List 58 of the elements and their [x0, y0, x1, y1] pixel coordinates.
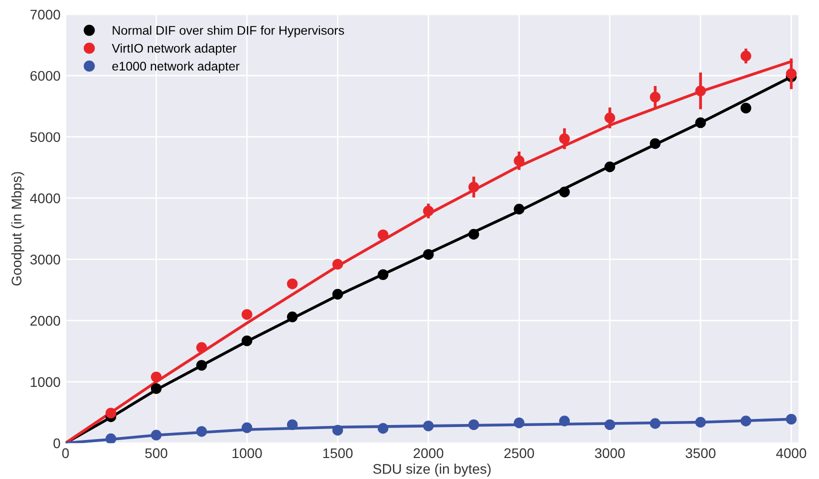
x-tick-label: 2000 [414, 448, 444, 458]
point [740, 416, 752, 426]
point [332, 288, 344, 300]
point [604, 162, 616, 172]
point [196, 360, 207, 371]
x-tick-label: 500 [145, 448, 168, 458]
point [559, 416, 570, 426]
x-tick-label: 0 [62, 448, 69, 458]
y-tick-label: 5000 [30, 132, 60, 142]
y-tick-label: 1000 [30, 377, 60, 387]
point [286, 419, 298, 430]
point [378, 423, 388, 434]
point [286, 278, 298, 290]
legend-label: VirtIO network adapter [112, 44, 236, 56]
legend-label: Normal DIF over shim DIF for Hypervisors [112, 26, 344, 38]
point [514, 204, 524, 214]
point [196, 426, 207, 437]
point [423, 249, 434, 260]
point [559, 186, 570, 198]
point [242, 309, 252, 320]
x-tick-label: 4000 [776, 448, 806, 458]
x-tick-label: 3000 [594, 448, 625, 458]
point [695, 416, 706, 428]
point [106, 408, 116, 418]
point [786, 414, 797, 425]
point [196, 342, 207, 353]
x-axis-title: SDU size (in bytes) [373, 464, 491, 477]
point [514, 418, 524, 428]
point [378, 269, 388, 280]
point [423, 420, 434, 432]
point [468, 419, 480, 430]
point [150, 430, 162, 440]
point [150, 372, 162, 382]
y-tick-label: 7000 [30, 10, 60, 20]
point [242, 335, 252, 346]
point [332, 258, 344, 270]
y-axis-title: Goodput (in Mbps) [11, 172, 24, 286]
point [332, 424, 344, 436]
point [242, 422, 252, 434]
x-tick-label: 2500 [504, 448, 534, 458]
x-tick-label: 1000 [232, 448, 262, 458]
legend-label: e1000 network adapter [112, 61, 240, 74]
point [150, 383, 162, 394]
x-tick-label: 3500 [686, 448, 716, 458]
point [604, 419, 616, 430]
point [468, 228, 480, 240]
x-tick-label: 1500 [323, 448, 353, 458]
point [286, 312, 298, 322]
y-tick-label: 4000 [30, 193, 60, 204]
y-tick-label: 2000 [30, 316, 60, 326]
y-tick-label: 0 [53, 438, 60, 448]
point [695, 117, 706, 128]
y-tick-label: 3000 [30, 254, 60, 265]
point [106, 433, 116, 444]
point [650, 418, 661, 429]
point [650, 138, 661, 149]
y-tick-label: 6000 [30, 70, 60, 81]
point [740, 102, 752, 114]
